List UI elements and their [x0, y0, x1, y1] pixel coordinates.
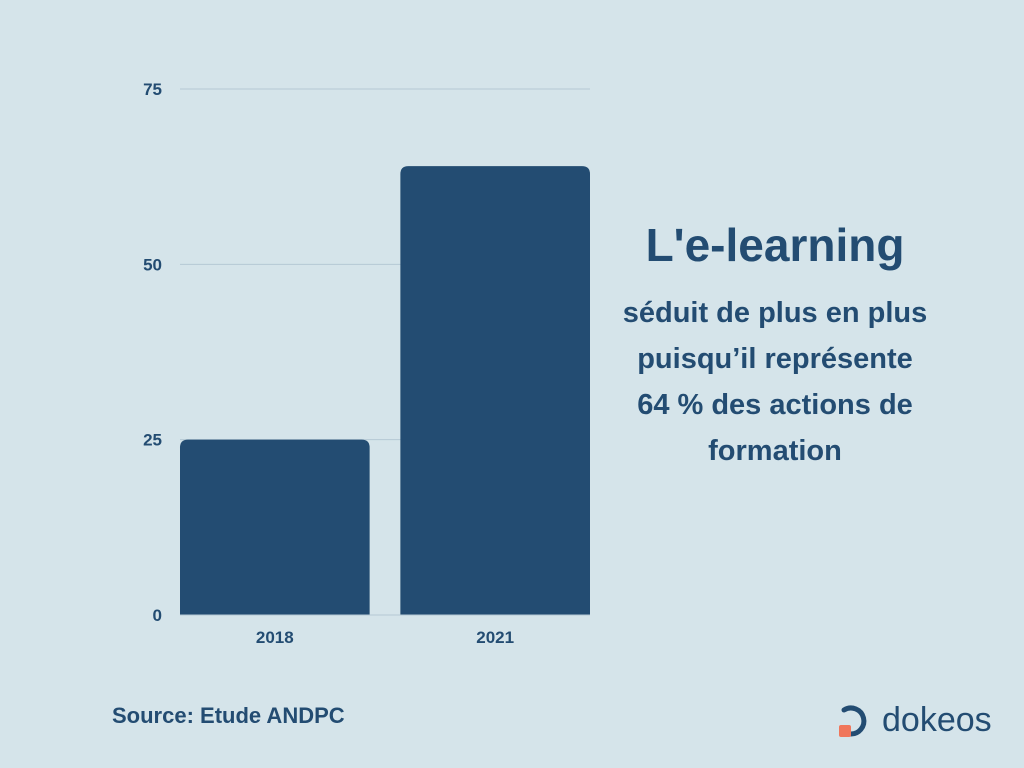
x-tick-label: 2021	[476, 628, 514, 647]
x-axis-ticks: 2018 2021	[256, 628, 514, 647]
source-note: Source: Etude ANDPC	[112, 703, 345, 728]
bar-chart: 0 25 50 75 2018 2021	[143, 80, 590, 647]
x-tick-label: 2018	[256, 628, 294, 647]
headline-body: séduit de plus en plus puisqu’il représe…	[622, 297, 928, 467]
bar-2018	[180, 439, 370, 615]
dokeos-logo: dokeos	[836, 698, 992, 742]
dokeos-logo-text: dokeos	[882, 700, 992, 739]
bar-2021	[400, 166, 590, 615]
headline: L'e-learning	[645, 219, 905, 271]
chart-bars	[180, 166, 590, 615]
dokeos-logo-icon	[839, 705, 867, 737]
y-axis-ticks: 0 25 50 75	[143, 80, 162, 625]
y-tick-label: 0	[153, 606, 162, 625]
y-tick-label: 50	[143, 255, 162, 274]
y-tick-label: 25	[143, 431, 162, 450]
y-tick-label: 75	[143, 80, 162, 99]
